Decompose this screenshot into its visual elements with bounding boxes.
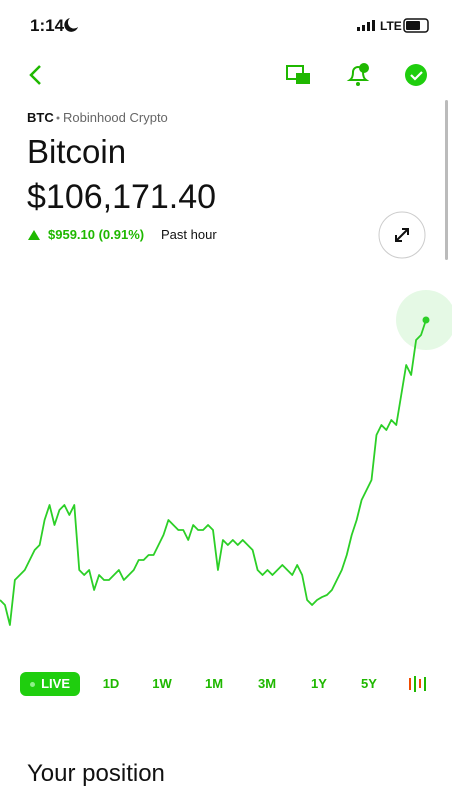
battery-level [406, 21, 420, 30]
moon-icon [64, 18, 78, 32]
live-indicator [30, 682, 35, 687]
range-tab[interactable]: 1D [102, 676, 120, 691]
asset-source: Robinhood Crypto [63, 110, 168, 125]
candlestick-toggle[interactable] [409, 676, 426, 692]
separator-dot [56, 116, 60, 120]
price-change: $959.10 (0.91%) [48, 227, 145, 242]
range-tab[interactable]: 3M [257, 676, 277, 691]
asset-name: Bitcoin [27, 133, 127, 170]
expand-button[interactable] [378, 211, 426, 259]
range-tab[interactable]: 1M [204, 676, 224, 691]
back-button[interactable] [29, 65, 41, 85]
battery-icon [403, 18, 429, 33]
change-period: Past hour [161, 227, 217, 242]
range-tab[interactable]: 5Y [361, 676, 377, 691]
up-arrow [28, 230, 40, 240]
alert-button[interactable] [346, 63, 370, 86]
status-time: 1:14 [30, 16, 65, 35]
signal-icon [357, 20, 375, 31]
range-tab[interactable]: 1W [152, 676, 172, 691]
picture-in-picture-button[interactable] [286, 65, 310, 84]
section-title: Your position [27, 760, 165, 787]
range-tab[interactable]: LIVE [20, 672, 80, 696]
range-tab[interactable]: 1Y [311, 676, 327, 691]
watchlist-button[interactable] [405, 64, 427, 86]
scrollbar [445, 100, 448, 260]
live-point [422, 316, 430, 324]
price-line [0, 319, 427, 626]
asset-price: $106,171.40 [27, 178, 217, 216]
ticker-symbol: BTC [27, 110, 54, 125]
network-type: LTE [380, 19, 402, 33]
